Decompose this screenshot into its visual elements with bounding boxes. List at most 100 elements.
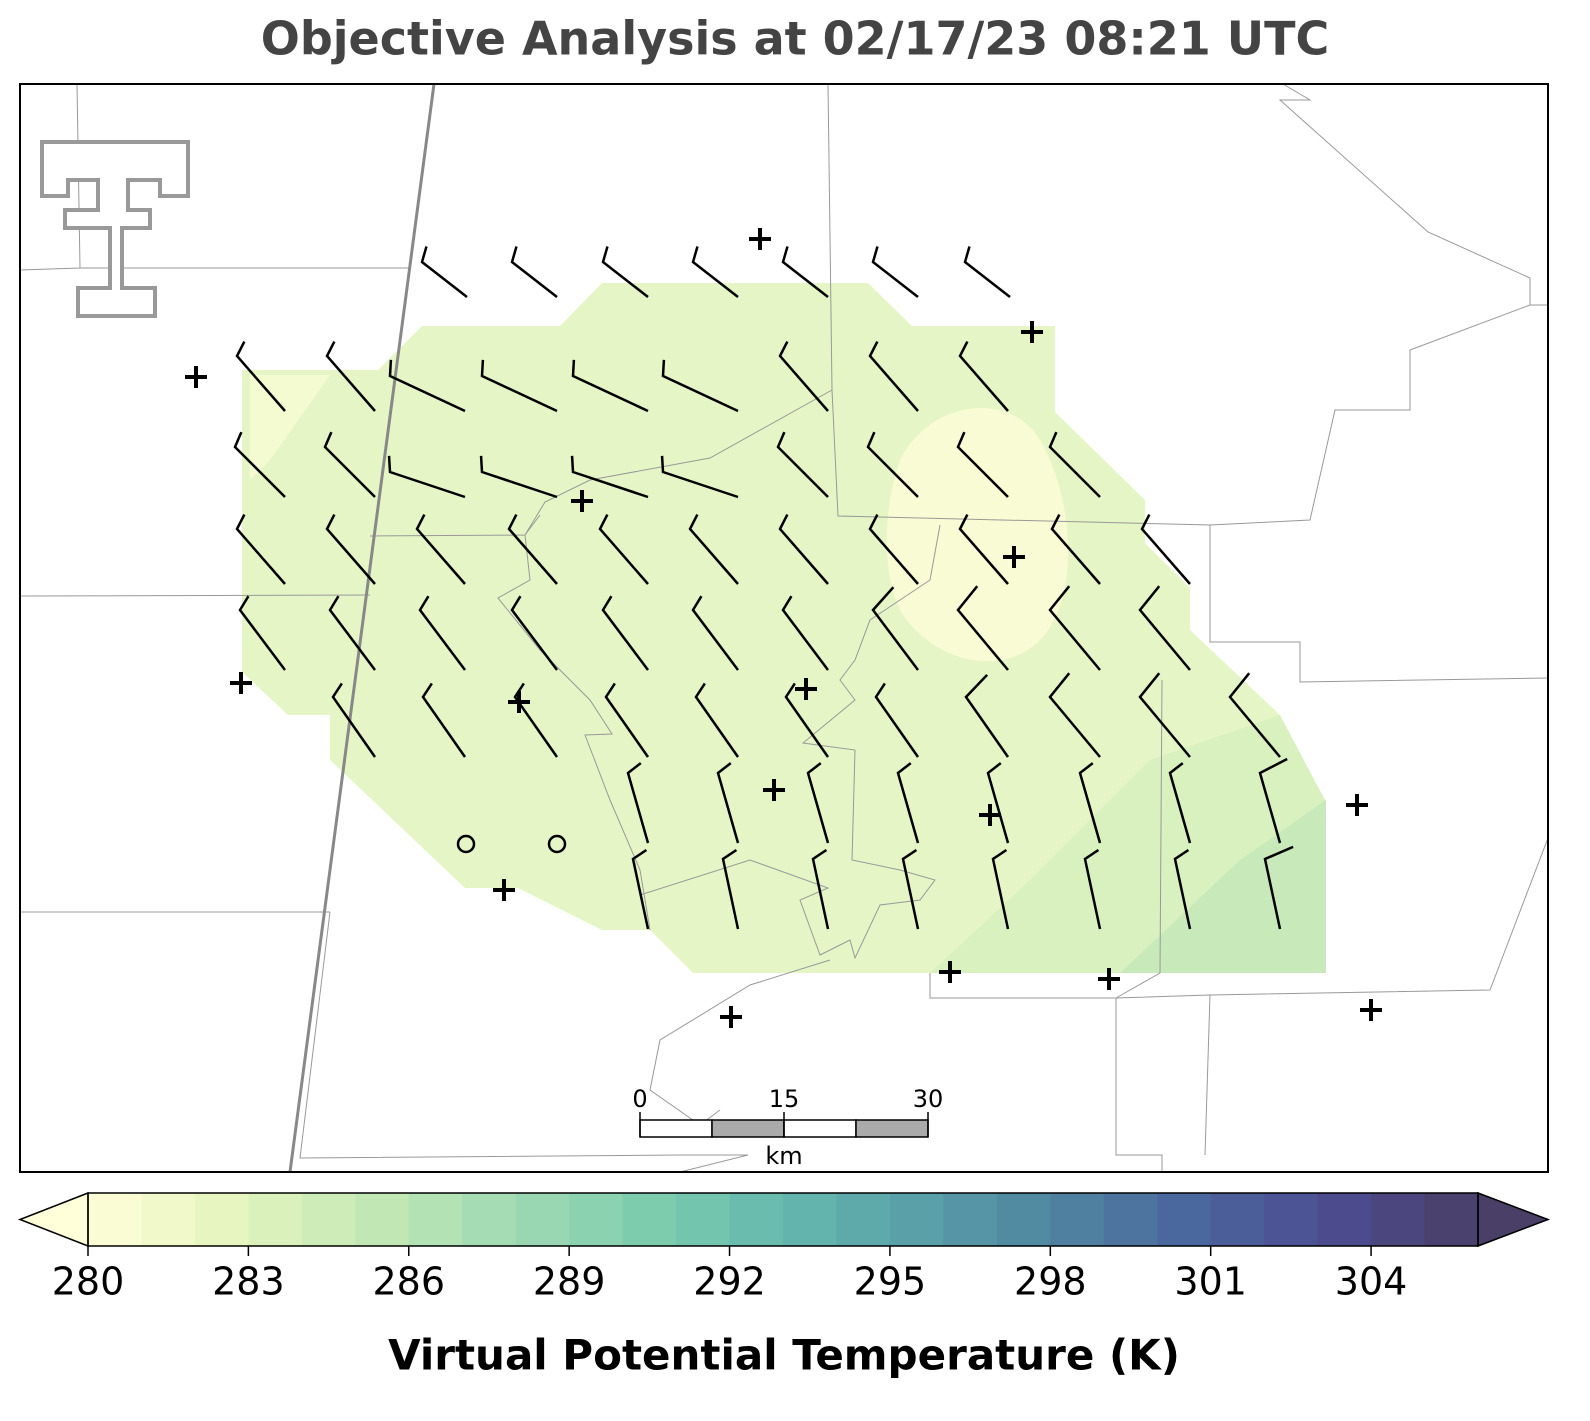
wind-barb bbox=[1048, 585, 1101, 671]
wind-barb bbox=[721, 848, 740, 930]
wind-barb bbox=[688, 514, 739, 585]
wind-barb bbox=[1258, 757, 1288, 844]
colorbar-bin bbox=[515, 1193, 570, 1246]
colorbar-bin bbox=[355, 1193, 410, 1246]
wind-barb bbox=[513, 682, 559, 758]
wind-barb bbox=[480, 359, 558, 413]
wind-barb bbox=[510, 246, 558, 298]
station-marker bbox=[979, 804, 1001, 826]
warm-region bbox=[886, 407, 1069, 662]
colorbar-bin bbox=[569, 1193, 624, 1246]
wind-barb bbox=[331, 682, 377, 758]
wind-barb bbox=[570, 455, 649, 499]
colorbar-bin bbox=[622, 1193, 677, 1246]
map-frame bbox=[19, 83, 1549, 1173]
wind-barb bbox=[691, 246, 739, 298]
wind-barb bbox=[778, 341, 829, 412]
colorbar-bin bbox=[141, 1193, 196, 1246]
wind-barb bbox=[1228, 672, 1281, 758]
station-marker bbox=[1360, 999, 1382, 1021]
wind-barb bbox=[1048, 672, 1101, 758]
wind-barb bbox=[626, 762, 650, 844]
colorbar-frame bbox=[87, 1192, 1479, 1247]
wind-barb bbox=[1048, 431, 1101, 498]
scale-segment bbox=[639, 1119, 713, 1138]
cool-region bbox=[1120, 800, 1326, 973]
logo bbox=[40, 140, 190, 318]
stations bbox=[185, 228, 1382, 1028]
wind-barb bbox=[694, 682, 740, 758]
wind-barb bbox=[235, 514, 286, 585]
wind-barb bbox=[325, 514, 376, 585]
map: 0 15 30 km bbox=[19, 83, 1549, 1173]
station-marker bbox=[456, 834, 476, 854]
wind-barb bbox=[387, 455, 466, 499]
colorbar-bin bbox=[1317, 1193, 1372, 1246]
wind-barb bbox=[1138, 672, 1191, 758]
colorbar-tick-label: 301 bbox=[1174, 1260, 1247, 1304]
wind-barb bbox=[781, 246, 829, 298]
colorbar-bin bbox=[889, 1193, 944, 1246]
warm-region bbox=[250, 375, 330, 480]
wind-barb bbox=[1168, 762, 1192, 844]
station-marker bbox=[749, 228, 771, 250]
scale-bar: 0 15 30 km bbox=[632, 1085, 943, 1170]
wind-barb bbox=[1083, 848, 1102, 930]
scale-segment bbox=[711, 1119, 785, 1138]
wind-barb bbox=[660, 455, 739, 499]
scale-segment bbox=[783, 1119, 857, 1138]
wind-barb bbox=[418, 595, 466, 671]
wind-barb bbox=[233, 431, 286, 498]
wind-barb bbox=[806, 762, 830, 844]
wind-barb bbox=[778, 514, 829, 585]
wind-barb bbox=[510, 595, 558, 671]
station-marker bbox=[508, 691, 530, 713]
colorbar-tick-label: 295 bbox=[854, 1260, 927, 1304]
station-marker bbox=[720, 1006, 742, 1028]
wind-barb bbox=[507, 514, 558, 585]
wind-barb bbox=[896, 762, 920, 844]
wind-barb bbox=[388, 359, 466, 413]
colorbar-bin bbox=[88, 1193, 142, 1246]
wind-barb bbox=[991, 848, 1010, 930]
scale-segment bbox=[855, 1119, 929, 1138]
scale-tick-label: 0 bbox=[632, 1085, 647, 1113]
chart-title: Objective Analysis at 02/17/23 08:21 UTC bbox=[261, 12, 1330, 66]
wind-barb bbox=[868, 341, 919, 412]
colorbar-bin bbox=[1103, 1193, 1158, 1246]
scale-tick-label: 15 bbox=[769, 1085, 800, 1113]
wind-barb bbox=[325, 341, 376, 412]
wind-barb bbox=[958, 341, 1009, 412]
colorbar-tick-label: 298 bbox=[1014, 1260, 1087, 1304]
colorbar-extend bbox=[1477, 1191, 1551, 1248]
wind-barb bbox=[811, 848, 830, 930]
wind-barb bbox=[1173, 848, 1192, 930]
colorbar-bin bbox=[676, 1193, 731, 1246]
wind-barb bbox=[871, 586, 919, 671]
wind-barb bbox=[781, 595, 829, 671]
wind-barb bbox=[1263, 845, 1294, 930]
station-marker bbox=[185, 366, 207, 388]
colorbar-bin bbox=[729, 1193, 784, 1246]
station-marker bbox=[571, 490, 593, 512]
wind-barb bbox=[1138, 585, 1191, 671]
colorbar-bin bbox=[1157, 1193, 1212, 1246]
wind-barb bbox=[868, 514, 919, 585]
wind-barb bbox=[986, 762, 1010, 844]
wind-barb bbox=[238, 595, 286, 671]
wind-barb bbox=[235, 341, 286, 412]
colorbar-bin bbox=[462, 1193, 517, 1246]
station-marker bbox=[230, 672, 252, 694]
wind-barbs bbox=[233, 246, 1294, 930]
colorbar-tick-label: 304 bbox=[1335, 1260, 1408, 1304]
wind-barb bbox=[601, 246, 649, 298]
station-marker bbox=[1003, 546, 1025, 568]
colorbar-tick-label: 286 bbox=[373, 1260, 446, 1304]
colorbar-bin bbox=[836, 1193, 891, 1246]
wind-barb bbox=[784, 682, 830, 758]
wind-barb bbox=[323, 431, 376, 498]
scale-unit: km bbox=[765, 1142, 802, 1170]
station-marker bbox=[763, 779, 785, 801]
wind-barb bbox=[598, 514, 649, 585]
wind-barb bbox=[328, 595, 376, 671]
